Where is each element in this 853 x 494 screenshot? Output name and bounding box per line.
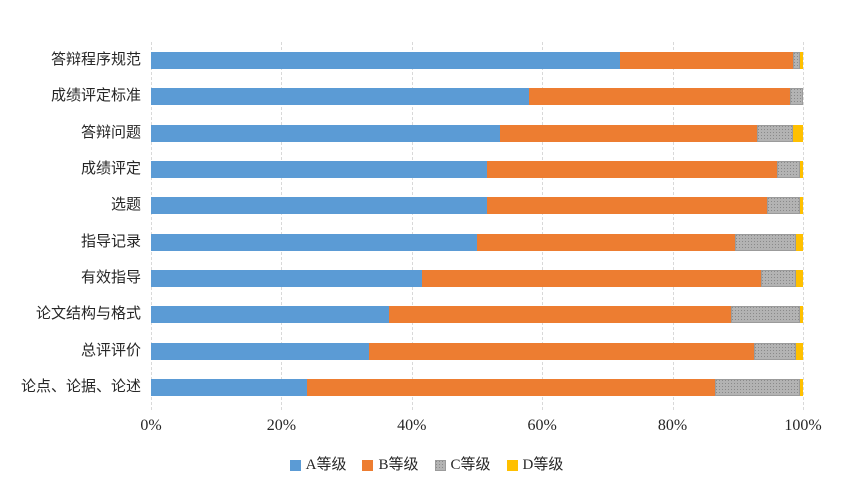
bar-segment-D [799,197,803,215]
bar-segment-C [767,197,800,215]
bar-segment-A [151,52,621,69]
legend-swatch-D [506,459,518,471]
bar-segment-D [799,306,803,324]
gridline-100% [803,42,804,411]
bar-segment-A [151,124,500,142]
x-tick-label-100%: 100% [784,417,822,434]
category-label-2: 成绩评定标准 [50,88,141,105]
legend-swatch-C [434,459,446,471]
bar-segment-A [151,269,422,287]
bar-segment-D [799,52,803,69]
gridline-60% [542,42,544,411]
bar-segment-C [734,233,797,251]
category-label-5: 选题 [110,197,141,214]
bar-segment-C [760,269,797,287]
category-label-9: 总评评价 [80,342,141,359]
bar-segment-D [799,378,803,396]
category-label-8: 论文结构与格式 [35,306,141,323]
bar-row-3 [151,124,803,142]
bar-segment-B [307,378,715,396]
bar-row-9 [151,342,803,360]
category-label-3: 答辩问题 [80,124,141,141]
gridline-0% [151,42,152,411]
legend-label-C: C等级 [450,457,491,473]
bar-row-1 [151,52,803,69]
legend-item-B: B等级 [362,454,419,476]
bar-row-6 [151,233,803,251]
gridline-20% [281,42,283,411]
category-label-10: 论点、论据、论述 [20,378,141,395]
x-tick-label-0%: 0% [140,417,162,434]
bar-segment-C [776,160,800,178]
bar-row-2 [151,88,803,106]
bar-segment-D [793,124,803,142]
legend-label-A: A等级 [305,457,347,473]
bar-segment-B [486,197,768,215]
gridline-40% [411,42,413,411]
bar-segment-B [529,88,790,106]
legend-item-D: D等级 [506,454,564,476]
gridline-80% [672,42,674,411]
legend-label-B: B等级 [378,457,419,473]
bar-segment-A [151,233,477,251]
legend-swatch-B [362,459,374,471]
bar-segment-A [151,342,370,360]
category-label-7: 有效指导 [80,269,141,286]
bar-segment-C [714,378,800,396]
bar-segment-B [620,52,794,69]
bar-segment-B [499,124,758,142]
bar-segment-C [757,124,794,142]
x-tick-label-20%: 20% [266,417,297,434]
bar-segment-A [151,88,530,106]
category-label-1: 答辩程序规范 [50,52,141,68]
bar-segment-B [421,269,761,287]
bar-segment-A [151,160,487,178]
bar-row-10 [151,378,803,396]
bar-row-5 [151,197,803,215]
category-label-6: 指导记录 [80,233,141,250]
x-tick-label-80%: 80% [657,417,688,434]
bar-segment-A [151,197,487,215]
plot-area [151,42,804,411]
legend-swatch-A [289,459,301,471]
bar-segment-A [151,306,389,324]
x-tick-label-60%: 60% [527,417,557,434]
x-tick-label-40%: 40% [397,417,427,434]
percent-axis: 0% 20% 40% 60% 80% 100% [0,417,853,439]
category-label-4: 成绩评定 [80,160,141,177]
bar-segment-C [789,88,803,106]
legend-label-D: D等级 [522,457,564,473]
bar-row-7 [151,269,803,287]
bar-row-8 [151,306,803,324]
legend: A等级 B等级 C等级 D等级 [0,454,853,476]
bar-segment-C [754,342,797,360]
bar-segment-B [477,233,735,251]
bar-segment-B [388,306,732,324]
bar-segment-B [486,160,777,178]
bar-segment-C [793,52,800,69]
legend-item-A: A等级 [289,454,347,476]
legend-item-C: C等级 [434,454,491,476]
bar-segment-D [796,233,803,251]
bar-segment-B [369,342,755,360]
bar-segment-D [796,342,803,360]
bar-segment-C [731,306,800,324]
bar-row-4 [151,160,803,178]
bar-segment-A [151,378,308,396]
bar-segment-D [799,160,803,178]
bar-segment-D [796,269,803,287]
